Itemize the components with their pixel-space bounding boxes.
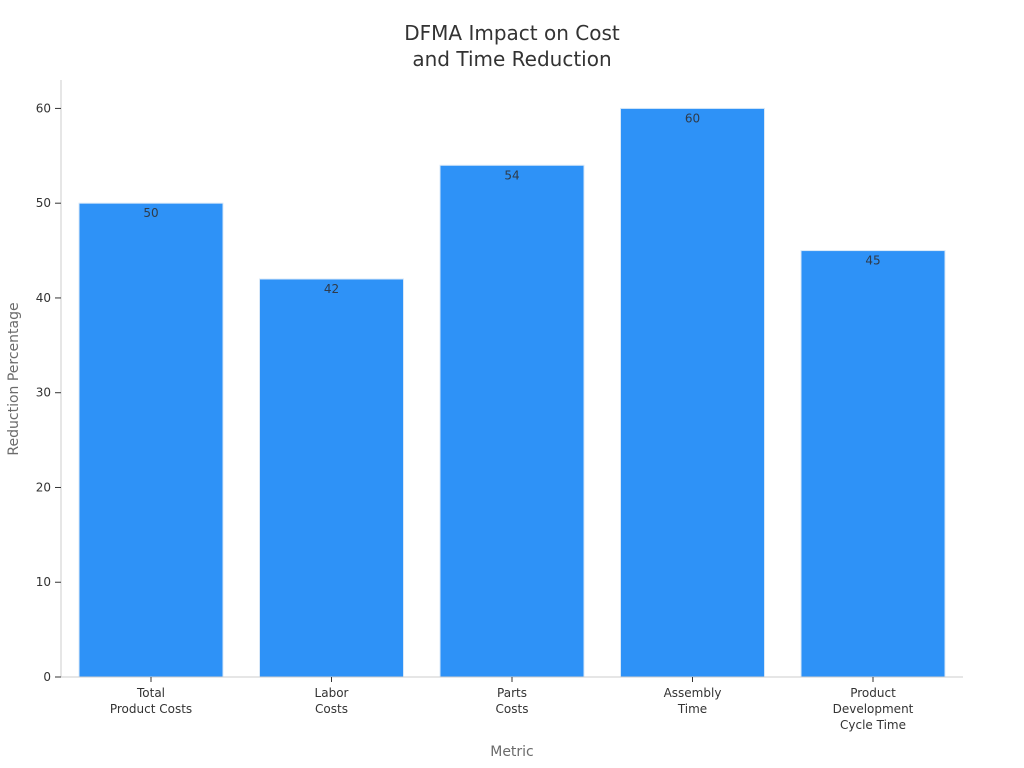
y-tick-label-3: 30 xyxy=(36,386,51,400)
y-tick-label-2: 20 xyxy=(36,480,51,494)
bar-4 xyxy=(800,250,946,678)
y-tick-label-0: 0 xyxy=(43,670,51,684)
x-tick-label-0-line-1: Product Costs xyxy=(110,702,192,716)
value-labels-layer: 50 42 54 60 45 xyxy=(143,111,880,296)
y-tick-label-1: 10 xyxy=(36,575,51,589)
x-tick-label-4-line-0: Product xyxy=(850,686,896,700)
x-tick-label-3-line-0: Assembly xyxy=(664,686,722,700)
x-tick-label-0-line-0: Total xyxy=(136,686,165,700)
x-tick-label-4-line-2: Cycle Time xyxy=(840,718,906,732)
bar-value-label-3: 60 xyxy=(685,111,700,125)
x-tick-label-2-line-0: Parts xyxy=(497,686,527,700)
y-tick-label-5: 50 xyxy=(36,196,51,210)
bar-2 xyxy=(439,164,585,678)
y-axis-label: Reduction Percentage xyxy=(6,302,22,455)
y-ticks-layer: 0 10 20 30 40 50 60 xyxy=(36,101,61,684)
bar-value-label-4: 45 xyxy=(865,254,880,268)
bar-value-label-1: 42 xyxy=(324,282,339,296)
bar-1 xyxy=(259,278,404,678)
y-tick-label-6: 60 xyxy=(36,101,51,115)
y-tick-label-4: 40 xyxy=(36,291,51,305)
x-tick-label-2-line-1: Costs xyxy=(496,702,529,716)
x-tick-label-3-line-1: Time xyxy=(677,702,707,716)
x-ticks-layer: Total Product Costs Labor Costs Parts Costs As… xyxy=(110,677,914,732)
x-tick-label-1-line-0: Labor xyxy=(315,686,349,700)
x-tick-label-1-line-1: Costs xyxy=(315,702,348,716)
x-tick-label-4-line-1: Development xyxy=(833,702,914,716)
bar-value-label-0: 50 xyxy=(143,206,158,220)
bar-value-label-2: 54 xyxy=(504,168,519,182)
bar-0 xyxy=(78,202,224,678)
chart-title-line-1: DFMA Impact on Cost xyxy=(404,21,620,45)
x-axis-label: Metric xyxy=(490,744,534,760)
bars-layer xyxy=(78,107,946,678)
bar-3 xyxy=(620,107,765,678)
chart-title-line-2: and Time Reduction xyxy=(412,47,611,71)
